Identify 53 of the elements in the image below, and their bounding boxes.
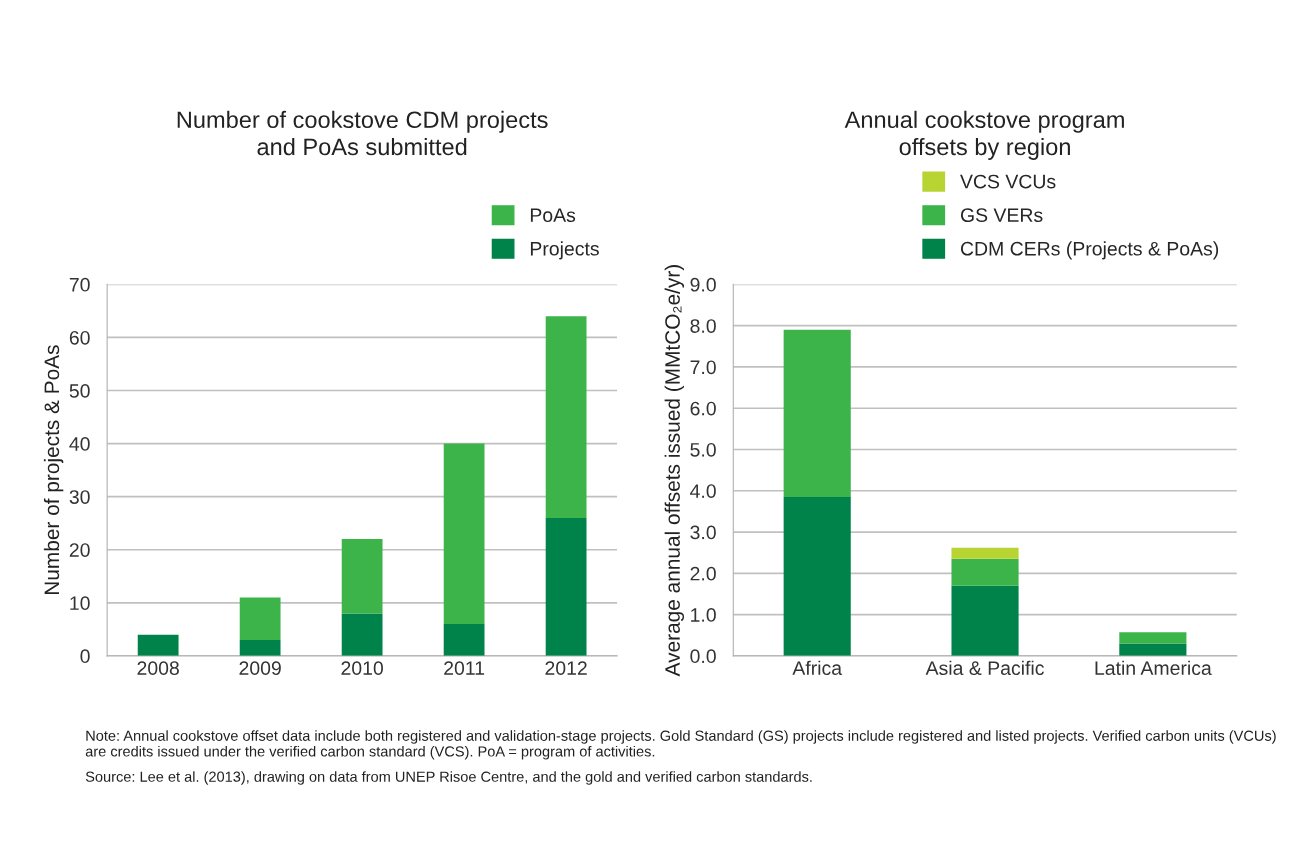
bar: [443, 443, 485, 625]
y-tick-label: 40: [69, 437, 90, 451]
bar: [341, 613, 383, 656]
x-tick-label: 2012: [545, 661, 587, 676]
y-tick-label: 9.0: [690, 277, 716, 292]
bar: [951, 547, 1019, 559]
y-tick-label: 1.0: [691, 608, 716, 622]
x-tick-label: 2009: [239, 661, 281, 676]
bar: [443, 624, 485, 656]
bar: [1119, 643, 1187, 656]
bar: [951, 585, 1019, 656]
bar: [783, 329, 851, 497]
bar: [341, 539, 383, 614]
y-tick-label: 10: [70, 596, 90, 611]
y-tick-label: 30: [69, 490, 90, 504]
x-tick-label: Latin America: [1095, 660, 1212, 676]
bar: [137, 634, 179, 656]
source-note: Source: Lee et al. (2013), drawing on data from UNEP Risoe Centre, and the gold and verified carbon standards.: [85, 771, 812, 785]
y-axis-title: Number of projects & PoAs: [43, 345, 64, 595]
bar: [783, 496, 851, 656]
text: Note: Annual cookstove offset data include both registered and validation-stage projects. Gold Standard (GS) projects include registered and listed projects. Verified carbon units (VCUs) are credits issued under the verified carbon standard (VCS). PoA = program of activities.: [85, 730, 1276, 760]
legend-label: VCS VCUs: [960, 174, 1056, 189]
bar: [239, 597, 281, 640]
bar: [951, 558, 1019, 586]
y-tick-label: 6.0: [690, 401, 716, 416]
y-axis-title: Average annual offsets issued (MMtCO₂e/yr): [664, 265, 685, 677]
bar: [545, 517, 587, 656]
y-tick-label: 70: [69, 277, 90, 292]
x-tick-label: 2008: [137, 661, 179, 676]
y-tick-label: 2.0: [690, 566, 716, 581]
y-tick-label: 4.0: [690, 484, 716, 498]
legend-label: GS VERs: [960, 208, 1043, 223]
y-tick-label: 20: [69, 543, 90, 557]
chart-title: Annual cookstove program offsets by region: [844, 110, 1124, 160]
x-tick-label: Africa: [792, 660, 843, 676]
y-tick-label: 8.0: [690, 319, 716, 333]
bar: [1119, 632, 1187, 644]
y-tick-label: 60: [69, 330, 90, 345]
x-tick-label: 2011: [444, 661, 485, 676]
y-tick-label: 0: [80, 649, 90, 664]
legend-label: Projects: [530, 241, 599, 260]
legend-label: CDM CERs (Projects & PoAs): [960, 241, 1219, 260]
y-tick-label: 0.0: [690, 649, 716, 664]
y-tick-label: 7.0: [690, 360, 716, 375]
x-tick-label: 2010: [341, 661, 383, 676]
y-tick-label: 50: [69, 383, 90, 398]
legend-label: PoAs: [530, 208, 576, 223]
chart-title: Number of cookstove CDM projects and PoAs submitted: [177, 110, 548, 156]
bar: [239, 639, 281, 656]
x-tick-label: Asia & Pacific: [925, 660, 1044, 676]
y-tick-label: 5.0: [690, 442, 716, 457]
bar: [545, 316, 587, 518]
y-tick-label: 3.0: [690, 525, 716, 540]
